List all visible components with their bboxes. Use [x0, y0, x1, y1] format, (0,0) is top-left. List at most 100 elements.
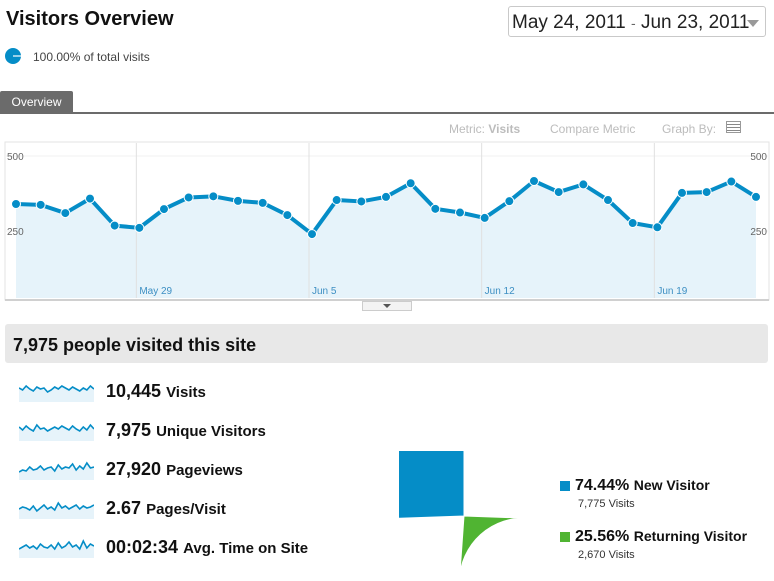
sparkline-fill: [19, 386, 94, 402]
pie-slice-returning-visitor[interactable]: [459, 515, 528, 580]
chart-point[interactable]: [504, 196, 515, 207]
metric-value-label: Visits: [166, 384, 206, 401]
chart-point[interactable]: [701, 187, 712, 198]
summary-headline: 7,975 people visited this site: [13, 335, 257, 355]
chart-point[interactable]: [233, 195, 243, 206]
visitor-type-pie: [399, 451, 528, 580]
x-tick-label: Jun 5: [312, 286, 337, 297]
chart-point[interactable]: [307, 229, 317, 240]
legend-percent: 25.56%: [575, 528, 630, 545]
legend-returning-visitor[interactable]: 25.56% Returning Visitor: [575, 528, 747, 546]
page-title: Visitors Overview: [6, 8, 174, 30]
chart-point[interactable]: [677, 187, 687, 198]
y-tick-label-left: 250: [7, 227, 24, 238]
chart-point[interactable]: [60, 208, 71, 219]
y-tick-label-left: 500: [7, 152, 24, 163]
sparkline-line: [19, 539, 94, 551]
chart-point[interactable]: [578, 179, 589, 190]
date-separator: -: [631, 15, 636, 31]
chart-point[interactable]: [282, 210, 293, 221]
chart-point[interactable]: [751, 191, 761, 202]
sparkline-pageviews: [19, 461, 94, 480]
chart-point[interactable]: [652, 222, 663, 233]
metric-pageviews[interactable]: 27,920 Pageviews: [106, 459, 243, 480]
chart-point[interactable]: [479, 212, 490, 223]
legend-percent: 74.44%: [575, 477, 630, 494]
date-end: Jun 23, 2011: [640, 12, 750, 33]
tab-underline: [0, 112, 774, 114]
metric-value: Visits: [488, 122, 521, 136]
sparkline-fill: [19, 463, 94, 480]
metric-value-number: 7,975: [106, 420, 152, 440]
metric-selector[interactable]: Metric: Visits: [449, 122, 520, 136]
summary-banner: [5, 324, 768, 363]
sparkline-avg-time: [19, 539, 94, 558]
legend-swatch-new: [560, 481, 570, 491]
tab-overview[interactable]: Overview: [0, 91, 73, 113]
sparkline-line: [19, 384, 94, 394]
chart-point[interactable]: [109, 220, 120, 231]
chart-point[interactable]: [455, 207, 465, 218]
x-tick-label: Jun 19: [657, 286, 687, 297]
sparkline-line: [19, 501, 94, 513]
chart-resize-handle[interactable]: [362, 301, 412, 311]
metric-value-number: 00:02:34: [106, 537, 179, 557]
metric-value-number: 2.67: [106, 498, 142, 518]
chart-point[interactable]: [183, 192, 194, 203]
chart-point[interactable]: [405, 178, 416, 189]
compare-metric-button[interactable]: Compare Metric: [550, 122, 636, 136]
y-tick-label-right: 250: [750, 227, 767, 238]
chevron-down-icon[interactable]: [747, 20, 759, 27]
metric-prefix: Metric:: [449, 122, 485, 136]
legend-returning-visits: 2,670 Visits: [578, 549, 635, 561]
metric-value-label: Avg. Time on Site: [183, 540, 309, 557]
legend-new-visits: 7,775 Visits: [578, 498, 635, 510]
chart-point[interactable]: [208, 191, 219, 202]
sparkline-unique-visitors: [19, 423, 94, 441]
chart-point[interactable]: [627, 218, 638, 229]
chart-point[interactable]: [35, 199, 46, 210]
chart-point[interactable]: [11, 198, 21, 209]
chart-point[interactable]: [331, 195, 342, 206]
chart-baseline: [5, 299, 769, 301]
segment-percentage: 100.00% of total visits: [33, 50, 150, 64]
chart-point[interactable]: [257, 197, 268, 208]
chart-point[interactable]: [430, 203, 441, 214]
sparkline-fill: [19, 541, 94, 558]
metric-avg-time[interactable]: 00:02:34 Avg. Time on Site: [106, 537, 308, 558]
chart-point[interactable]: [529, 175, 539, 186]
legend-label: New Visitor: [633, 477, 710, 493]
sparkline-pages-visit: [19, 501, 94, 519]
sparkline-fill: [19, 503, 94, 519]
sparkline-visits: [19, 384, 94, 402]
x-tick-label: Jun 12: [485, 286, 515, 297]
chart-point[interactable]: [159, 204, 169, 215]
legend-swatch-returning: [560, 532, 570, 542]
sparkline-line: [19, 461, 94, 473]
visits-chart: May 29 Jun 5 Jun 12 Jun 19 500 500 250 250: [4, 141, 770, 301]
x-tick-label: May 29: [139, 286, 172, 297]
pie-slice-new-visitor[interactable]: [399, 451, 465, 519]
metric-value-number: 27,920: [106, 459, 162, 479]
chart-point[interactable]: [726, 176, 737, 187]
legend-label: Returning Visitor: [633, 528, 748, 544]
chart-point[interactable]: [85, 193, 95, 204]
y-tick-label-right: 500: [750, 152, 767, 163]
metric-value-number: 10,445: [106, 381, 162, 401]
graph-by-label: Graph By:: [662, 122, 717, 136]
metric-unique-visitors[interactable]: 7,975 Unique Visitors: [106, 420, 266, 441]
metric-value-label: Pageviews: [166, 462, 243, 479]
legend-new-visitor[interactable]: 74.44% New Visitor: [575, 477, 710, 495]
chart-point[interactable]: [356, 196, 367, 207]
date-range-picker[interactable]: May 24, 2011 - Jun 23, 2011: [508, 6, 766, 37]
chart-point[interactable]: [134, 222, 145, 233]
chart-point[interactable]: [381, 191, 391, 202]
chart-point[interactable]: [553, 187, 564, 198]
metric-value-label: Pages/Visit: [146, 501, 226, 518]
metric-visits[interactable]: 10,445 Visits: [106, 381, 206, 402]
segment-pie-icon: [5, 48, 21, 64]
metric-pages-visit[interactable]: 2.67 Pages/Visit: [106, 498, 226, 519]
chart-area-fill: [16, 180, 756, 298]
graph-by-icon[interactable]: [726, 121, 741, 133]
chart-point[interactable]: [603, 195, 613, 206]
